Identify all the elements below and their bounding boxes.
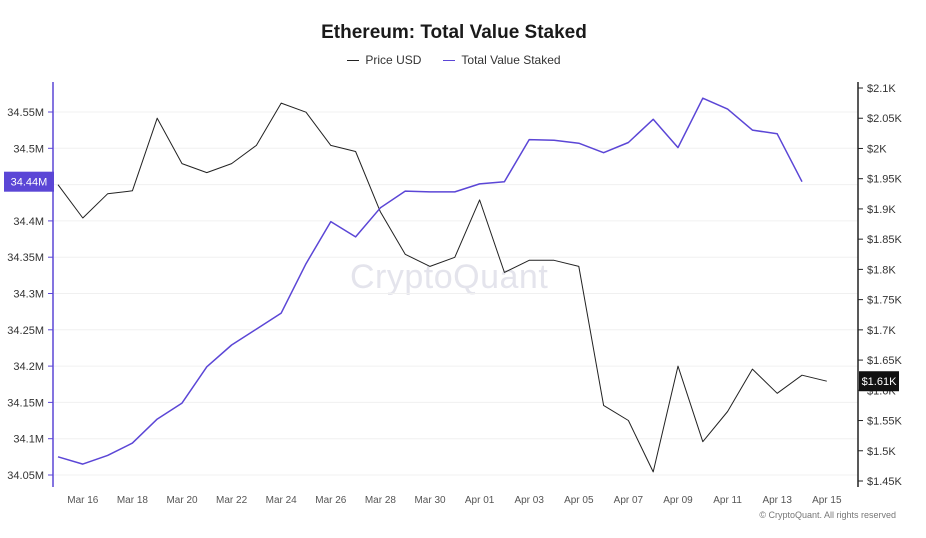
- left-tick-label: 34.3M: [13, 289, 44, 301]
- x-tick-label: Apr 11: [713, 495, 742, 506]
- left-tick-label: 34.15M: [7, 397, 44, 409]
- right-tick-label: $1.7K: [867, 325, 896, 337]
- x-tick-label: Mar 24: [266, 495, 298, 506]
- right-tick-label: $2.1K: [867, 83, 896, 95]
- left-tick-label: 34.5M: [13, 143, 44, 155]
- series-line-price: [57, 102, 827, 473]
- right-tick-label: $1.95K: [867, 174, 903, 186]
- watermark: CryptoQuant: [350, 258, 549, 296]
- right-current-badge-label: $1.61K: [862, 376, 898, 388]
- right-tick-label: $2K: [867, 143, 887, 155]
- x-tick-label: Mar 16: [67, 495, 99, 506]
- left-tick-label: 34.1M: [13, 434, 44, 446]
- right-tick-label: $1.85K: [867, 234, 903, 246]
- right-tick-label: $1.45K: [867, 476, 903, 488]
- right-tick-label: $1.5K: [867, 446, 896, 458]
- x-tick-label: Mar 18: [117, 495, 149, 506]
- right-tick-label: $1.65K: [867, 355, 903, 367]
- x-tick-label: Apr 03: [514, 495, 544, 506]
- series-line-total-value-staked: [57, 97, 803, 465]
- chart-title: Ethereum: Total Value Staked: [321, 22, 587, 43]
- legend-item-staked[interactable]: Total Value Staked: [443, 53, 561, 67]
- x-tick-label: Mar 28: [365, 495, 397, 506]
- left-tick-label: 34.25M: [7, 325, 44, 337]
- legend-item-price[interactable]: Price USD: [347, 53, 421, 67]
- x-tick-label: Apr 13: [762, 495, 792, 506]
- x-tick-label: Apr 01: [465, 495, 495, 506]
- right-current-badge: [859, 371, 899, 392]
- right-tick-label: $1.9K: [867, 204, 896, 216]
- x-tick-label: Apr 09: [663, 495, 693, 506]
- left-tick-label: 34.4M: [13, 216, 44, 228]
- left-tick-label: 34.35M: [7, 252, 44, 264]
- legend-swatch-staked: [443, 59, 456, 61]
- left-tick-label: 34.2M: [13, 361, 44, 373]
- legend-swatch-price: [347, 59, 360, 61]
- right-tick-label: $2.05K: [867, 113, 903, 125]
- x-tick-label: Mar 20: [166, 495, 198, 506]
- copyright-text: © CryptoQuant. All rights reserved: [759, 510, 896, 520]
- legend-label-price: Price USD: [365, 53, 422, 67]
- x-tick-label: Mar 30: [414, 495, 446, 506]
- legend-label-staked: Total Value Staked: [461, 53, 561, 67]
- x-tick-label: Apr 05: [564, 495, 594, 506]
- right-tick-label: $1.55K: [867, 416, 903, 428]
- left-tick-label: 34.55M: [7, 107, 44, 119]
- x-tick-label: Mar 26: [315, 495, 347, 506]
- right-tick-label: $1.75K: [867, 295, 903, 307]
- left-current-badge-label: 34.44M: [11, 177, 48, 189]
- left-current-badge: [4, 171, 54, 192]
- x-tick-label: Apr 07: [614, 495, 644, 506]
- x-tick-label: Apr 15: [812, 495, 842, 506]
- left-tick-label: 34.05M: [7, 470, 44, 482]
- x-tick-label: Mar 22: [216, 495, 248, 506]
- right-tick-label: $1.8K: [867, 264, 896, 276]
- legend: Price USD Total Value Staked: [0, 53, 908, 67]
